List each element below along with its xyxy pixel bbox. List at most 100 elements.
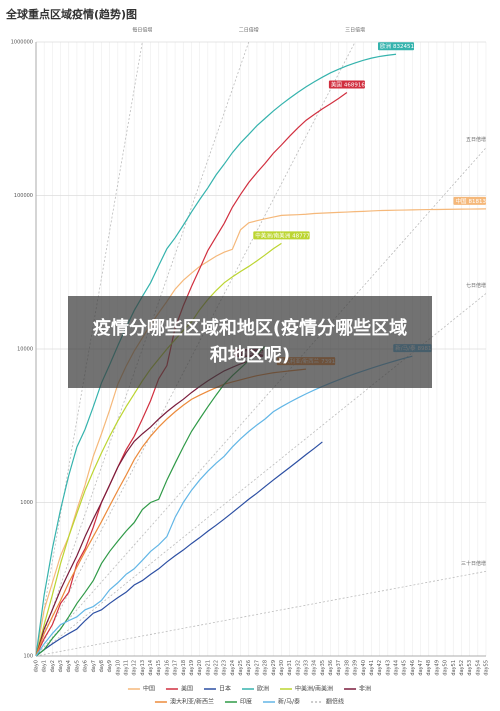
x-tick-label: day41 (369, 660, 375, 676)
y-tick-label: 1000000 (11, 40, 33, 46)
x-tick-label: day30 (279, 660, 285, 676)
legend-item: 翻倍线 (311, 698, 344, 706)
x-tick-label: day51 (451, 660, 457, 676)
x-tick-label: day17 (173, 660, 179, 676)
x-tick-label: day3 (58, 660, 64, 672)
x-tick-label: day23 (222, 660, 228, 676)
legend-item: 中国 (127, 685, 155, 693)
end-label-name: 欧洲 (380, 42, 392, 50)
reference-label: 五日倍增 (466, 136, 486, 143)
x-tick-label: day44 (394, 660, 400, 676)
legend-label: 澳大利亚/新西兰 (170, 698, 214, 706)
x-tick-label: day18 (181, 660, 187, 676)
legend-item: 美国 (165, 685, 193, 693)
end-label-value: 832451 (393, 44, 414, 50)
x-tick-label: day48 (426, 660, 432, 676)
x-tick-label: day9 (107, 660, 113, 672)
x-tick-label: day1 (42, 660, 48, 672)
x-tick-label: day15 (156, 660, 162, 676)
x-tick-label: day4 (66, 660, 72, 672)
x-tick-label: day16 (164, 660, 170, 676)
series-line (35, 441, 323, 657)
legend-item: 印度 (224, 698, 252, 706)
x-tick-label: day19 (189, 660, 195, 676)
x-tick-label: day14 (148, 660, 154, 676)
reference-line (36, 570, 486, 656)
end-label-bg (377, 42, 415, 51)
reference-label: 三日倍增 (345, 27, 365, 34)
reference-label: 三十日倍增 (461, 560, 486, 567)
x-tick-label: day39 (353, 660, 359, 676)
end-label-text: 中国 81813 (455, 196, 486, 204)
legend-item: 日本 (203, 685, 231, 693)
y-tick-label: 1000 (20, 500, 33, 506)
legend-label: 新/马/泰 (278, 698, 300, 706)
end-label-text: 欧洲 832451 (380, 42, 414, 50)
x-tick-label: day6 (83, 660, 89, 672)
legend-item: 新/马/泰 (262, 698, 300, 706)
reference-label: 每日倍增 (132, 27, 152, 34)
y-tick-label: 100 (23, 654, 33, 660)
end-label: 欧洲 832451 (377, 42, 415, 51)
reference-line (36, 147, 486, 656)
x-tick-label: day12 (132, 660, 138, 676)
series-line (35, 92, 348, 657)
x-tick-label: day34 (312, 660, 318, 676)
x-tick-label: day45 (402, 660, 408, 676)
end-label-bg (253, 231, 310, 240)
x-tick-label: day46 (410, 660, 416, 676)
x-tick-label: day54 (475, 660, 481, 676)
legend-label: 翻倍线 (326, 698, 344, 706)
end-label-value: 81813 (469, 198, 487, 204)
chart-title: 全球重点区域疫情(趋势)图 (5, 7, 137, 21)
x-tick-label: day27 (254, 660, 260, 676)
y-tick-label: 10000 (17, 347, 33, 353)
end-label: 美国 468916 (328, 80, 366, 89)
x-tick-label: day55 (484, 660, 490, 676)
end-label: 中国 81813 (453, 196, 486, 205)
x-tick-label: day13 (140, 660, 146, 676)
series-line (35, 208, 487, 657)
x-tick-label: day7 (91, 660, 97, 672)
series-line (35, 53, 397, 657)
legend-label: 印度 (240, 698, 252, 706)
x-tick-label: day28 (263, 660, 269, 676)
legend-label: 日本 (219, 685, 231, 693)
end-label-bg (328, 80, 365, 89)
x-tick-label: day29 (271, 660, 277, 676)
legend-item: 澳大利亚/新西兰 (154, 698, 214, 706)
end-label-value: 48777 (292, 233, 310, 239)
x-tick-label: day8 (99, 660, 105, 672)
x-tick-label: day31 (287, 660, 293, 676)
end-label-text: 美国 468916 (331, 80, 366, 88)
x-tick-label: day35 (320, 660, 326, 676)
end-label-bg (453, 196, 486, 205)
x-tick-label: day21 (205, 660, 211, 676)
end-label-text: 中美洲/南美洲 48777 (255, 231, 310, 239)
x-tick-label: day50 (443, 660, 449, 676)
x-tick-label: day53 (467, 660, 473, 676)
x-tick-label: day52 (459, 660, 465, 676)
overlay-banner: 疫情分哪些区域和地区(疫情分哪些区域和地区呢) (68, 296, 432, 388)
x-tick-label: day37 (336, 660, 342, 676)
x-tick-label: day43 (385, 660, 391, 676)
legend-item: 欧洲 (241, 685, 269, 693)
reference-label: 二日倍增 (239, 27, 259, 34)
end-label-name: 美国 (331, 80, 343, 88)
end-label-name: 中国 (455, 196, 467, 204)
x-tick-label: day22 (214, 660, 220, 676)
legend-item: 非洲 (344, 685, 371, 693)
x-tick-label: day25 (238, 660, 244, 676)
x-tick-label: day40 (361, 660, 367, 676)
y-tick-label: 100000 (14, 193, 33, 199)
x-tick-label: day2 (50, 660, 56, 672)
end-label: 中美洲/南美洲 48777 (253, 231, 310, 240)
x-tick-label: day10 (115, 660, 121, 676)
x-tick-label: day24 (230, 660, 236, 676)
legend-label: 非洲 (359, 685, 371, 693)
x-tick-label: day20 (197, 660, 203, 676)
legend-label: 中国 (143, 685, 155, 693)
legend-label: 欧洲 (257, 685, 269, 693)
